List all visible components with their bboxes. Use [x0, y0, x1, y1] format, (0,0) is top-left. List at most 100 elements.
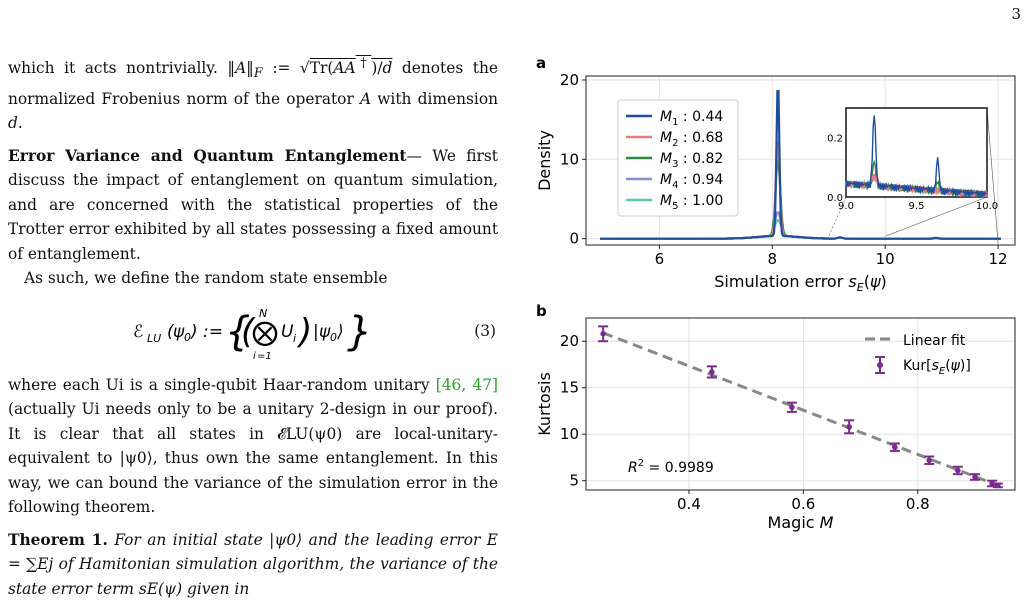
panel-b-legend: Linear fit Kur[sE(ψ)] — [865, 333, 971, 377]
panel-a-legend: M1 : 0.44 M2 : 0.68 M3 : 0.82 M4 : 0.94 M5 :… — [617, 99, 739, 217]
paragraph-frobenius-norm: which it acts nontrivially. ‖A‖F := √Tr(… — [8, 56, 498, 133]
legend-box-a — [617, 99, 739, 217]
equation-3: ℰ LU ( ψ 0 ) := { ( N ⨂ i =1 U i ) | ψ 0… — [8, 297, 498, 367]
tick-label-x: 8 — [768, 250, 778, 268]
svg-text:U: U — [281, 322, 294, 342]
inset-tick-label-x: 9.5 — [909, 201, 925, 212]
legend-entry-fit: Linear fit — [903, 333, 966, 349]
y-axis-label: Kurtosis — [535, 372, 554, 436]
panel-b-grid — [586, 318, 1015, 490]
svg-text:}: } — [347, 309, 372, 355]
paragraph-error-variance: Error Variance and Quantum Entanglement—… — [8, 144, 498, 267]
legend-entry-kurtosis: Kur[sE(ψ)] — [903, 358, 971, 377]
equation-svg: ℰ LU ( ψ 0 ) := { ( N ⨂ i =1 U i ) | ψ 0… — [133, 307, 372, 362]
svg-text:(: ( — [167, 322, 175, 342]
p4-text-b: (actually Ui needs only to be a unitary … — [8, 400, 498, 517]
figure-panel-b: b 0.4 0.6 0.8 5 10 15 20 Magic M Kurtosis R2 = 0.… — [535, 302, 1016, 532]
panel-a-inset: 9.0 9.5 10.0 0.0 0.2 — [827, 107, 999, 244]
tick-label-y: 10 — [560, 425, 579, 443]
svg-text:): ) — [296, 312, 312, 352]
legend-entry: M4 : 0.94 — [660, 172, 723, 191]
data-point — [892, 444, 898, 451]
inset-tick-label-x: 9.0 — [838, 201, 854, 212]
tick-label-x: 0.4 — [677, 495, 701, 513]
data-point — [789, 404, 795, 411]
panel-label-b: b — [536, 302, 547, 320]
tick-label-x: 0.6 — [791, 495, 815, 513]
tick-label-y: 5 — [569, 472, 579, 490]
data-point — [926, 457, 932, 464]
panel-a-axes: 6 8 10 12 0 10 20 Simulation error sE(ψ) Density — [535, 71, 1016, 294]
plot-frame-a — [585, 75, 1016, 246]
data-point — [600, 331, 606, 337]
inset-tick-label-y: 0.0 — [827, 193, 843, 204]
theorem-1: Theorem 1. For an initial state |ψ0⟩ and… — [8, 528, 498, 601]
page-number: 3 — [1011, 5, 1021, 23]
svg-text:0: 0 — [330, 331, 337, 344]
inset-trace-1 — [845, 115, 988, 199]
legend-entry: M2 : 0.68 — [660, 130, 723, 149]
data-point — [995, 482, 1001, 489]
panel-a-traces — [600, 90, 1001, 240]
svg-text:LU: LU — [147, 332, 161, 345]
legend-swatch-point — [877, 362, 883, 368]
tick-label-y: 0 — [569, 230, 579, 248]
svg-text:i: i — [253, 351, 256, 362]
equation-number: (3) — [474, 321, 496, 340]
data-point — [972, 474, 978, 480]
linear-fit-line — [602, 331, 999, 487]
data-point — [846, 423, 852, 430]
figure-panel-a: a 6 8 10 12 0 10 20 Simulation error sE(ψ) Densi… — [535, 54, 1016, 294]
legend-entry: M1 : 0.44 — [660, 109, 723, 128]
density-trace-1 — [600, 90, 1001, 240]
tick-label-x: 10 — [876, 250, 895, 268]
svg-text:⨂: ⨂ — [252, 318, 278, 348]
svg-text:) :=: ) := — [189, 322, 223, 342]
paragraph-haar-random: where each Ui is a single-qubit Haar-ran… — [8, 373, 498, 520]
tick-label-x: 12 — [989, 250, 1008, 268]
svg-text:ψ: ψ — [319, 322, 331, 342]
tick-label-y: 10 — [560, 150, 579, 168]
inset-tick-label-x: 10.0 — [976, 201, 998, 212]
tick-label-x: 6 — [655, 250, 665, 268]
r-squared-annotation: R2 = 0.9989 — [628, 458, 714, 476]
inset-connector — [885, 196, 988, 237]
svg-text:{: { — [225, 309, 250, 355]
section-heading: Error Variance and Quantum Entanglement — [8, 146, 407, 165]
panel-b-axes: 0.4 0.6 0.8 5 10 15 20 Magic M Kurtosis R2 = 0.99… — [535, 317, 1016, 532]
legend-entry: M5 : 1.00 — [660, 193, 723, 212]
svg-text:⟩: ⟩ — [336, 322, 344, 342]
panel-label-a: a — [536, 54, 546, 72]
legend-entry: M3 : 0.82 — [660, 151, 723, 170]
inset-connector — [986, 107, 999, 244]
plot-frame-b — [585, 317, 1016, 491]
paragraph-define-ensemble: As such, we define the random state ense… — [24, 269, 388, 288]
tick-label-y: 20 — [560, 332, 579, 350]
svg-text:i: i — [293, 332, 296, 345]
tick-label-x: 0.8 — [906, 495, 930, 513]
body-text-column: which it acts nontrivially. ‖A‖F := √Tr(… — [8, 52, 498, 601]
p4-text-a: where each Ui is a single-qubit Haar-ran… — [8, 375, 436, 394]
svg-text:ψ: ψ — [173, 322, 185, 342]
y-axis-label: Density — [535, 130, 554, 191]
section-body: — We first discuss the impact of entangl… — [8, 146, 498, 263]
tick-label-y: 20 — [560, 71, 579, 89]
data-point — [709, 369, 715, 375]
theorem-heading: Theorem 1. — [8, 530, 108, 549]
citation-46-47[interactable]: [46, 47] — [435, 375, 498, 394]
svg-text:N: N — [259, 307, 267, 320]
panel-b-marks — [598, 325, 1003, 489]
svg-text:ℰ: ℰ — [133, 322, 143, 342]
svg-text:=1: =1 — [257, 351, 272, 362]
svg-text:(: ( — [241, 312, 256, 352]
data-point — [989, 480, 995, 487]
inset-tick-label-y: 0.2 — [827, 134, 843, 145]
tick-label-y: 15 — [560, 379, 579, 397]
inset-connector — [828, 196, 847, 237]
density-trace-5 — [600, 219, 1001, 240]
equation-body: ℰ LU ( ψ 0 ) := { ( N ⨂ i =1 U i ) | ψ 0… — [133, 305, 393, 373]
x-axis-label: Magic M — [768, 513, 834, 532]
svg-text:0: 0 — [184, 331, 191, 344]
svg-text:|: | — [313, 322, 319, 342]
x-axis-label: Simulation error sE(ψ) — [714, 272, 887, 294]
